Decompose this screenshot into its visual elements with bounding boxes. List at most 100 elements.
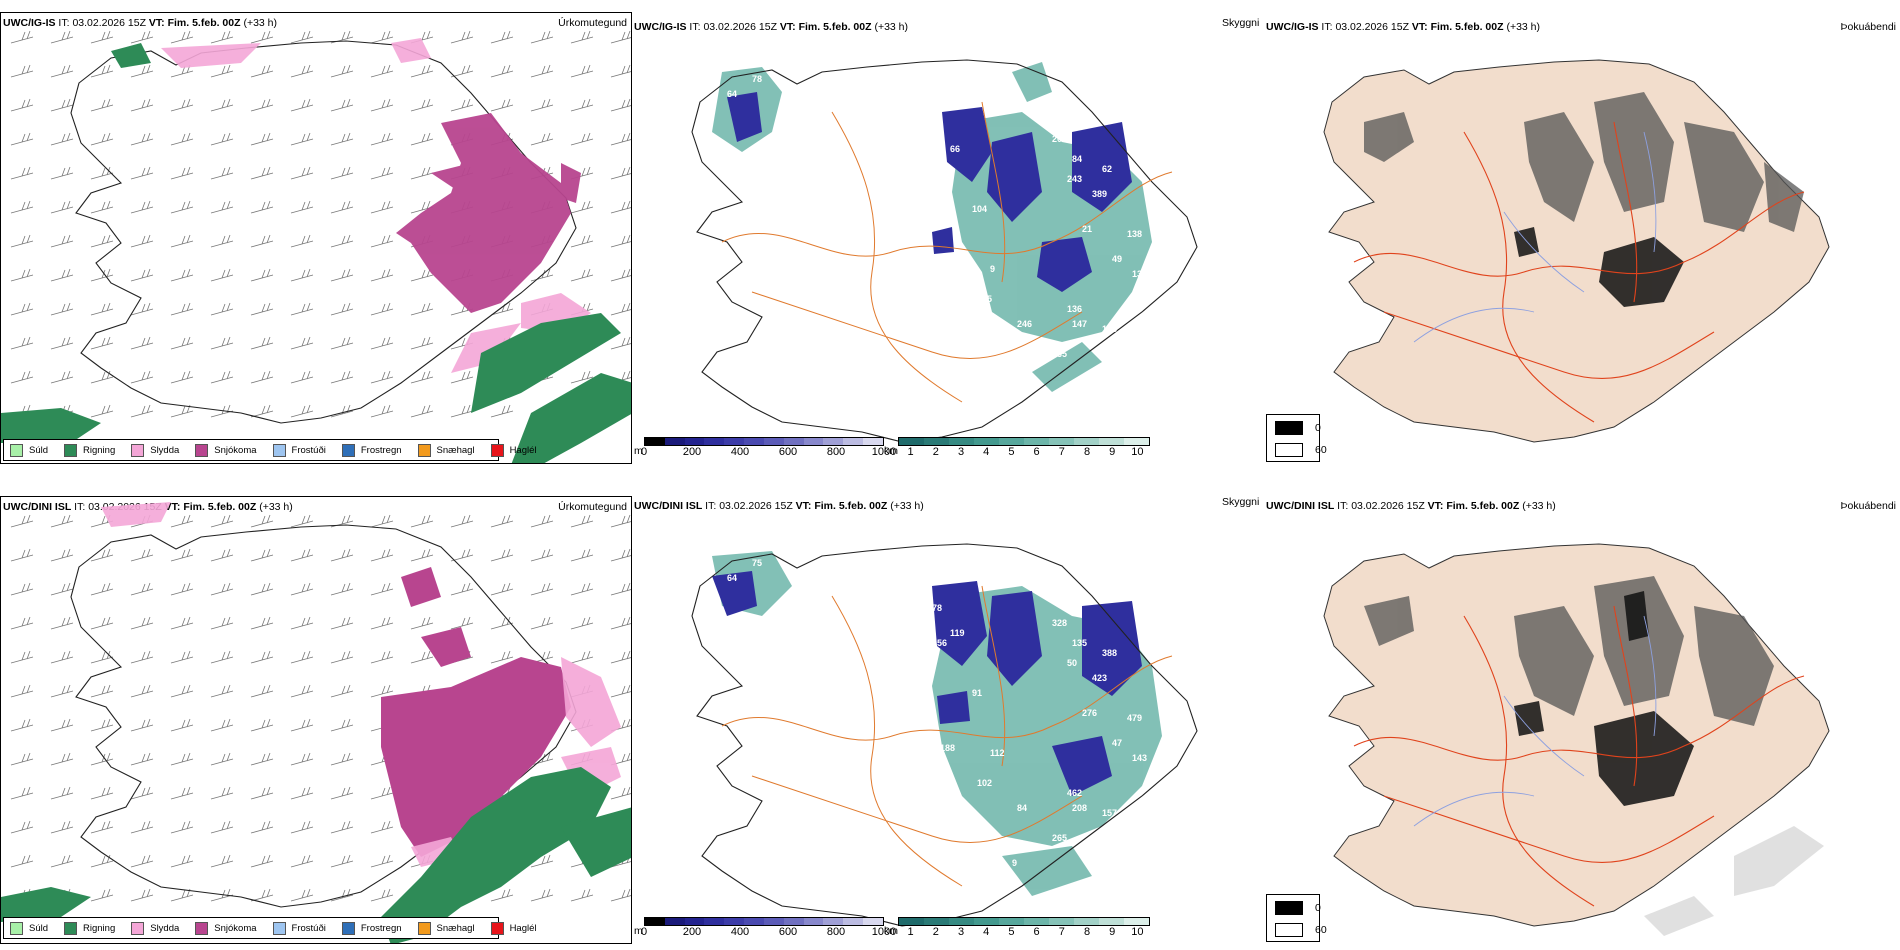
wind-barb bbox=[330, 98, 354, 112]
wind-barb bbox=[530, 30, 554, 44]
wind-barb bbox=[210, 548, 234, 562]
legend-item: Slydda bbox=[131, 443, 179, 457]
wind-barb bbox=[290, 888, 314, 902]
wind-barb bbox=[490, 616, 514, 630]
colorbar-tick-label: 10 bbox=[1131, 926, 1144, 938]
wind-barb bbox=[130, 854, 154, 868]
wind-barb bbox=[570, 370, 594, 384]
wind-barb bbox=[210, 166, 234, 180]
legend-swatch bbox=[195, 443, 209, 457]
wind-barb bbox=[250, 370, 274, 384]
wind-barb bbox=[570, 514, 594, 528]
wind-barb bbox=[490, 64, 514, 78]
wind-barb bbox=[10, 786, 34, 800]
height-unit: m bbox=[634, 925, 643, 937]
wind-barb bbox=[210, 370, 234, 384]
wind-barb bbox=[490, 98, 514, 112]
wind-barb bbox=[170, 718, 194, 732]
visibility-value-label: 27 bbox=[792, 144, 802, 154]
wind-barb bbox=[170, 548, 194, 562]
wind-barb bbox=[570, 616, 594, 630]
wind-barb bbox=[90, 302, 114, 316]
wind-barb bbox=[250, 650, 274, 664]
visibility-value-label: 84 bbox=[1017, 803, 1027, 813]
wind-barb bbox=[130, 650, 154, 664]
visibility-value-label: 143 bbox=[1132, 753, 1147, 763]
colorbar-tick-label: 600 bbox=[778, 926, 798, 938]
wind-barb bbox=[10, 30, 34, 44]
wind-barb bbox=[210, 582, 234, 596]
legend-item: Súld bbox=[10, 921, 48, 935]
wind-barb bbox=[210, 820, 234, 834]
fog-panel-row1: UWC/IG-IS IT: 03.02.2026 15Z VT: Fim. 5.… bbox=[1264, 12, 1900, 464]
wind-barb bbox=[250, 786, 274, 800]
colorbar-step bbox=[1049, 438, 1074, 445]
visibility-value-label: 50 bbox=[1067, 658, 1077, 668]
colorbar-step bbox=[974, 918, 999, 925]
legend-item: Haglél bbox=[490, 443, 537, 457]
fog-rivers bbox=[1413, 615, 1657, 827]
wind-barb bbox=[410, 132, 434, 146]
colorbar-step bbox=[999, 438, 1024, 445]
wind-barb bbox=[490, 650, 514, 664]
legend-swatch bbox=[490, 921, 504, 935]
wind-barb bbox=[90, 854, 114, 868]
wind-barb bbox=[370, 888, 394, 902]
fog-offshore-areas bbox=[1644, 826, 1824, 936]
visibility-value-label: 47 bbox=[1112, 738, 1122, 748]
legend-item: Haglél bbox=[490, 921, 537, 935]
wind-barb bbox=[290, 336, 314, 350]
wind-barb bbox=[210, 786, 234, 800]
wind-barb bbox=[530, 98, 554, 112]
colorbar-tick-label: 8 bbox=[1083, 446, 1091, 458]
wind-barb bbox=[130, 404, 154, 418]
colorbar-tick-label: 0 bbox=[640, 446, 648, 458]
legend-swatch bbox=[272, 921, 286, 935]
visibility-panel-row1: UWC/IG-IS IT: 03.02.2026 15Z VT: Fim. 5.… bbox=[632, 12, 1264, 464]
colorbar-step bbox=[924, 918, 949, 925]
wind-barb bbox=[50, 820, 74, 834]
wind-barb bbox=[570, 548, 594, 562]
colorbar-step bbox=[899, 918, 924, 925]
fog-key-white bbox=[1275, 923, 1303, 937]
colorbar-step bbox=[1099, 438, 1124, 445]
wind-barb bbox=[10, 336, 34, 350]
wind-barb bbox=[330, 854, 354, 868]
wind-barb bbox=[370, 854, 394, 868]
wind-barb bbox=[450, 30, 474, 44]
wind-barb bbox=[290, 514, 314, 528]
wind-barb bbox=[50, 98, 74, 112]
colorbar-tick-label: 8 bbox=[1083, 926, 1091, 938]
legend-swatch bbox=[64, 443, 78, 457]
wind-barb bbox=[330, 370, 354, 384]
legend-item: Frostregn bbox=[341, 443, 402, 457]
colorbar-tick-label: 800 bbox=[826, 446, 846, 458]
visibility-value-label: 78 bbox=[752, 74, 762, 84]
visibility-labels: 64 78 27 11 66 71 104 9 105 82 114 246 136 207 84 62 243… bbox=[727, 74, 1147, 384]
wind-barb bbox=[250, 820, 274, 834]
legend-item: Snæhagl bbox=[417, 921, 475, 935]
wind-barb bbox=[130, 820, 154, 834]
visibility-map: 64 78 27 11 66 71 104 9 105 82 114 246 136 207 84 62 243… bbox=[691, 59, 1198, 443]
wind-barb bbox=[370, 132, 394, 146]
visibility-value-label: 479 bbox=[1127, 713, 1142, 723]
wind-barb bbox=[410, 166, 434, 180]
visibility-value-label: 276 bbox=[1082, 708, 1097, 718]
wind-barb bbox=[610, 30, 631, 44]
wind-barb bbox=[330, 302, 354, 316]
visibility-value-label: 388 bbox=[1102, 648, 1117, 658]
wind-barb bbox=[330, 234, 354, 248]
wind-barb bbox=[490, 582, 514, 596]
visibility-value-label: 82 bbox=[1012, 374, 1022, 384]
colorbar-step bbox=[664, 918, 685, 925]
wind-barb bbox=[450, 616, 474, 630]
visibility-value-label: 105 bbox=[977, 294, 992, 304]
visibility-value-label: 139 bbox=[1132, 269, 1147, 279]
fog-panel-row2: UWC/DINI ISL IT: 03.02.2026 15Z VT: Fim.… bbox=[1264, 496, 1900, 944]
wind-barb bbox=[50, 200, 74, 214]
visibility-value-label: 462 bbox=[1067, 788, 1082, 798]
wind-barb bbox=[130, 30, 154, 44]
panel-header: UWC/IG-IS IT: 03.02.2026 15Z VT: Fim. 5.… bbox=[1266, 21, 1541, 33]
wind-barb bbox=[170, 514, 194, 528]
